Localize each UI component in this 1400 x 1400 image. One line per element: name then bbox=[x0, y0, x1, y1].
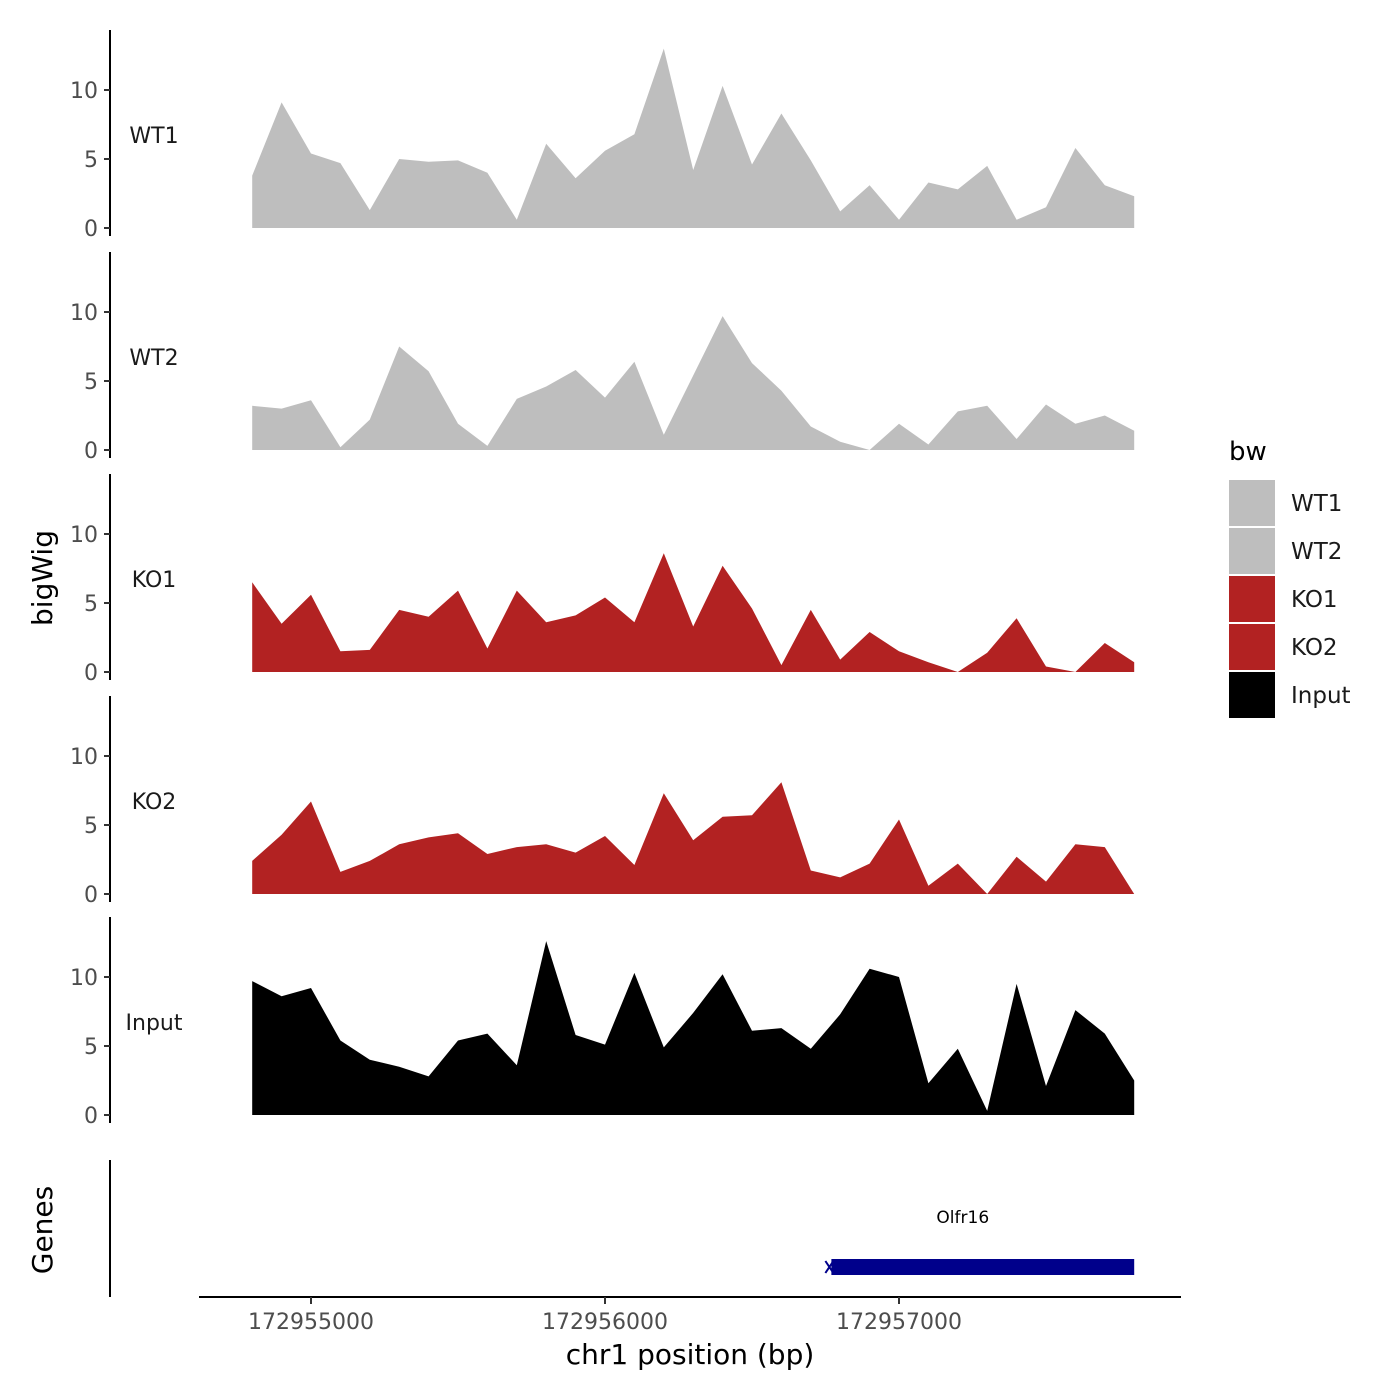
y-tick-label: 10 bbox=[70, 301, 98, 326]
x-axis-title: chr1 position (bp) bbox=[566, 1338, 815, 1371]
signal-tracks: 0 5 10 WT1 0 5 10 WT2 0 5 10 KO1 0 5 10 KO2 0 5 10 Input bbox=[70, 30, 1135, 1129]
legend-items: WT1 WT2 KO1 KO2 Input bbox=[1229, 480, 1351, 718]
genes-track: Olfr16 Genes bbox=[26, 1160, 1135, 1297]
track-ko1: 0 5 10 KO1 bbox=[70, 474, 1135, 686]
y-tick-label: 5 bbox=[84, 1035, 98, 1060]
x-tick-label: 172957000 bbox=[836, 1310, 962, 1335]
track-label-ko2: KO2 bbox=[132, 790, 177, 815]
track-label-wt1: WT1 bbox=[129, 124, 178, 149]
gene-strand-marker bbox=[824, 1260, 835, 1274]
legend-swatch-wt1 bbox=[1229, 480, 1275, 526]
y-tick-label: 10 bbox=[70, 79, 98, 104]
legend-label-wt1: WT1 bbox=[1291, 491, 1342, 517]
legend: bw WT1 WT2 KO1 KO2 Input bbox=[1229, 437, 1351, 718]
signal-area-wt2 bbox=[252, 316, 1135, 450]
x-tick-label: 172955000 bbox=[248, 1310, 374, 1335]
signal-area-wt1 bbox=[252, 48, 1135, 228]
legend-label-ko2: KO2 bbox=[1291, 635, 1338, 661]
y-tick-label: 5 bbox=[84, 814, 98, 839]
y-tick-label: 10 bbox=[70, 745, 98, 770]
track-label-input: Input bbox=[126, 1011, 183, 1036]
gene-olfr16: Olfr16 bbox=[824, 1208, 1135, 1275]
y-tick-label: 10 bbox=[70, 523, 98, 548]
legend-label-input: Input bbox=[1291, 683, 1351, 709]
legend-swatch-input bbox=[1229, 672, 1275, 718]
y-tick-label: 0 bbox=[84, 883, 98, 908]
y-tick-label: 10 bbox=[70, 966, 98, 991]
track-input: 0 5 10 Input bbox=[70, 917, 1135, 1129]
legend-swatch-wt2 bbox=[1229, 528, 1275, 574]
gene-body-olfr16 bbox=[831, 1259, 1135, 1275]
y-tick-label: 0 bbox=[84, 217, 98, 242]
legend-swatch-ko2 bbox=[1229, 624, 1275, 670]
legend-item-wt1: WT1 bbox=[1229, 480, 1342, 526]
gene-label-olfr16: Olfr16 bbox=[936, 1208, 989, 1228]
signal-area-ko2 bbox=[252, 782, 1135, 894]
x-tick-label: 172956000 bbox=[542, 1310, 668, 1335]
y-tick-label: 5 bbox=[84, 592, 98, 617]
y-tick-label: 5 bbox=[84, 370, 98, 395]
genes-axis-label: Genes bbox=[26, 1186, 59, 1274]
track-wt2: 0 5 10 WT2 bbox=[70, 252, 1135, 464]
gene-items: Olfr16 bbox=[824, 1208, 1135, 1275]
x-axis: 172955000 172956000 172957000 chr1 positio… bbox=[199, 1296, 1181, 1371]
track-ko2: 0 5 10 KO2 bbox=[70, 696, 1135, 908]
track-label-wt2: WT2 bbox=[129, 346, 178, 371]
legend-item-ko1: KO1 bbox=[1229, 576, 1338, 622]
legend-item-input: Input bbox=[1229, 672, 1351, 718]
track-wt1: 0 5 10 WT1 bbox=[70, 30, 1135, 242]
y-tick-label: 0 bbox=[84, 439, 98, 464]
legend-item-ko2: KO2 bbox=[1229, 624, 1338, 670]
legend-title: bw bbox=[1229, 437, 1267, 467]
y-axis-title: bigWig bbox=[26, 530, 59, 626]
legend-label-wt2: WT2 bbox=[1291, 539, 1342, 565]
x-ticks: 172955000 172956000 172957000 bbox=[248, 1297, 962, 1335]
y-tick-label: 5 bbox=[84, 148, 98, 173]
signal-area-input bbox=[252, 941, 1135, 1115]
track-label-ko1: KO1 bbox=[132, 568, 177, 593]
legend-item-wt2: WT2 bbox=[1229, 528, 1342, 574]
signal-area-ko1 bbox=[252, 553, 1135, 672]
y-tick-label: 0 bbox=[84, 1104, 98, 1129]
legend-label-ko1: KO1 bbox=[1291, 587, 1338, 613]
legend-swatch-ko1 bbox=[1229, 576, 1275, 622]
y-tick-label: 0 bbox=[84, 661, 98, 686]
